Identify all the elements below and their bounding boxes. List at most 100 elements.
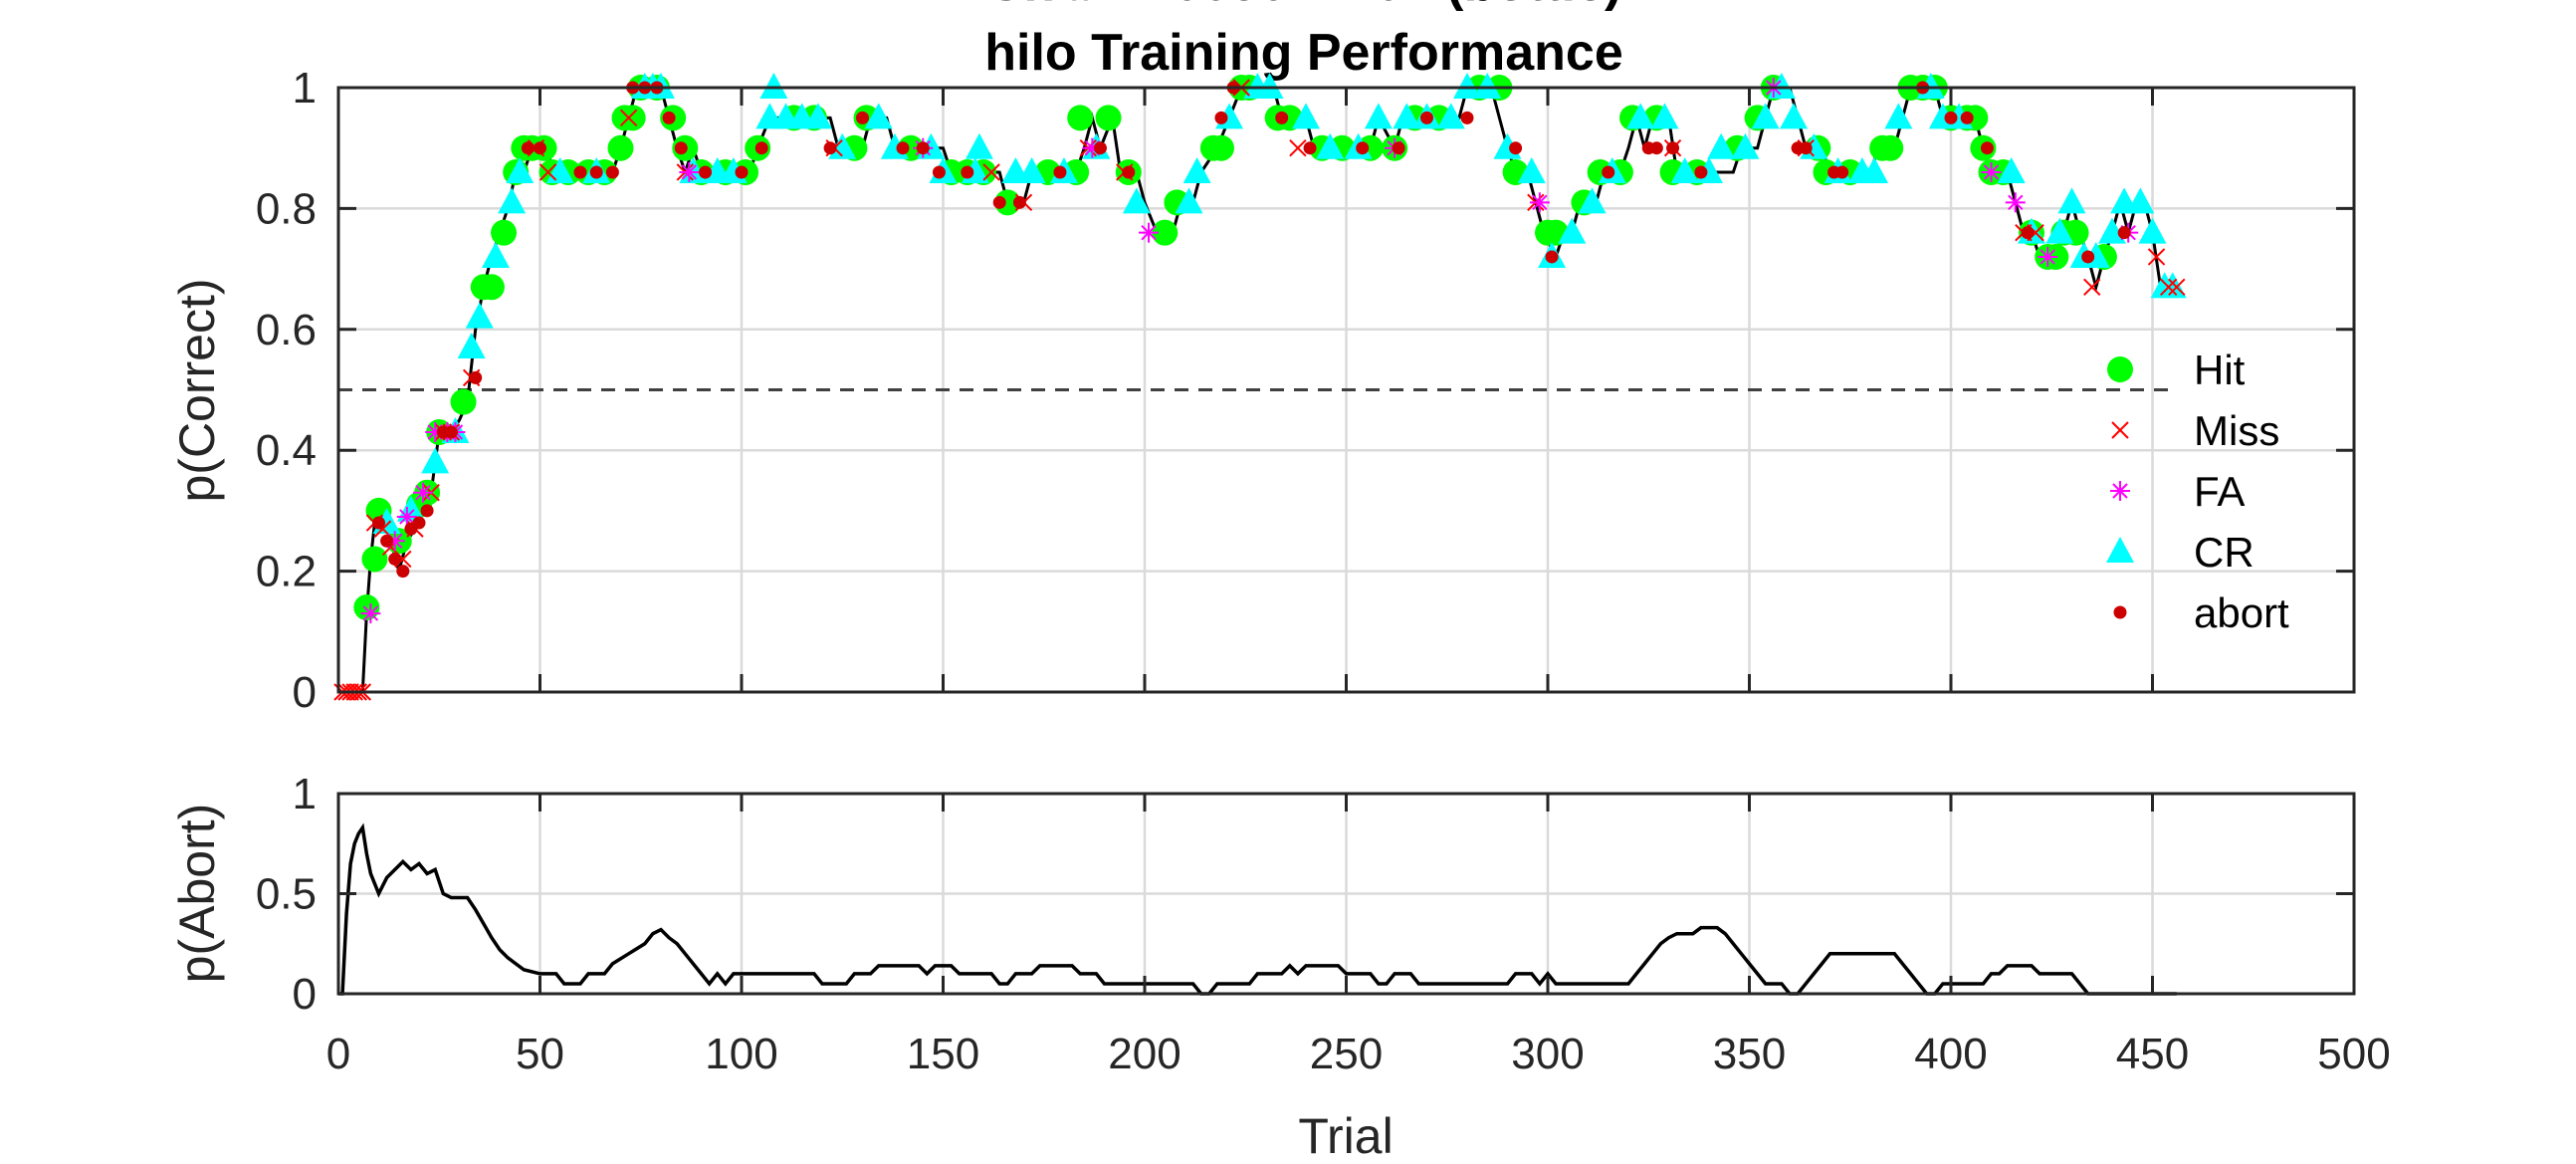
abort-point	[372, 516, 385, 530]
fa-point	[360, 603, 381, 624]
abort-point	[856, 111, 869, 124]
cr-point	[1670, 156, 1699, 183]
abort-point	[932, 165, 946, 179]
cr-point	[2045, 217, 2074, 244]
y-tick-label: 1	[293, 64, 317, 113]
cr-point	[1860, 156, 1889, 183]
fa-point	[1139, 222, 1160, 243]
cr-point	[1473, 73, 1502, 99]
cr-point	[1578, 187, 1607, 214]
miss-point	[2159, 278, 2178, 297]
x-tick-label: 50	[516, 1030, 564, 1078]
top-tick-labels: 0 0.2 0.4 0.6 0.8 1	[256, 64, 317, 717]
miss-point	[2168, 278, 2186, 297]
x-tick-label: 300	[1511, 1030, 1584, 1078]
cr-point	[1767, 73, 1796, 99]
fa-point	[413, 482, 434, 503]
x-tick-label: 350	[1713, 1030, 1786, 1078]
miss-point	[619, 109, 638, 127]
legend-marker-miss	[2111, 421, 2129, 439]
abort-point	[823, 141, 837, 155]
cr-point	[965, 132, 993, 159]
legend-label-cr: CR	[2194, 529, 2254, 576]
bottom-panel: 0 50 100 150 200 250 300 350 400 450 500 0 0.5 1 p(Ab…	[169, 770, 2391, 1164]
legend-marker-hit	[2107, 356, 2133, 382]
x-tick-label: 100	[705, 1030, 777, 1078]
legend-marker-cr	[2106, 537, 2134, 563]
cr-point	[1017, 156, 1046, 183]
miss-point	[1289, 138, 1307, 157]
abort-point	[1666, 141, 1680, 155]
abort-point	[1694, 165, 1708, 179]
abort-point	[1460, 111, 1474, 124]
abort-point	[534, 141, 546, 155]
abort-point	[420, 504, 434, 518]
abort-point	[674, 141, 688, 155]
abort-point	[1944, 111, 1958, 124]
cr-point	[421, 447, 450, 474]
cr-point	[1751, 103, 1780, 129]
cr-point	[2138, 217, 2167, 244]
y-tick-label: 1	[293, 770, 317, 818]
hit-point	[994, 189, 1021, 216]
chart-title: hilo Training Performance	[984, 24, 1622, 82]
miss-point	[538, 163, 557, 181]
hit-point	[478, 274, 505, 301]
cr-point	[1558, 217, 1587, 244]
cr-point	[1182, 156, 1211, 183]
abort-point	[1835, 165, 1849, 179]
cr-point	[1707, 132, 1736, 159]
abort-point	[1275, 111, 1289, 124]
abort-point	[2081, 250, 2095, 264]
miss-point	[982, 163, 1000, 181]
legend: Hit Miss FA CR abort	[2106, 347, 2289, 636]
abort-point	[444, 425, 458, 439]
abort-point	[1122, 165, 1136, 179]
abort-point	[1980, 141, 1994, 155]
cr-point	[1453, 73, 1481, 99]
cr-point	[1626, 103, 1655, 129]
cr-point	[1255, 73, 1284, 99]
cr-point	[457, 333, 486, 359]
y-tick-label: 0.4	[256, 426, 317, 475]
x-tick-label: 250	[1310, 1030, 1383, 1078]
cr-point	[2126, 187, 2155, 214]
axes-box	[336, 86, 2356, 694]
legend-marker-fa	[2110, 481, 2130, 501]
abort-point	[754, 141, 768, 155]
x-tick-label: 500	[2317, 1030, 2390, 1078]
fa-point	[679, 161, 700, 182]
fa-point	[2038, 246, 2058, 267]
abort-point	[2021, 226, 2035, 240]
abort-point	[699, 165, 713, 179]
abort-point	[662, 111, 676, 124]
legend-marker-abort	[2113, 605, 2127, 619]
abort-point	[1214, 111, 1228, 124]
cr-point	[1175, 187, 1203, 214]
abort-point	[992, 195, 1006, 209]
cr-point	[1122, 187, 1151, 214]
abort-point	[1420, 111, 1433, 124]
y-tick-label: 0.6	[256, 306, 317, 354]
legend-label-abort: abort	[2194, 589, 2289, 636]
bottom-y-axis-label: p(Abort)	[169, 804, 225, 984]
abort-point	[1053, 165, 1067, 179]
abort-point	[1960, 111, 1974, 124]
y-tick-label: 0	[293, 668, 317, 717]
top-panel: Ch.# - 2009041204 (bottle) hilo Training…	[169, 0, 2356, 717]
cr-point	[2158, 272, 2187, 299]
cr-point	[1517, 156, 1546, 183]
cr-point	[506, 156, 535, 183]
abort-point	[1093, 141, 1107, 155]
cr-point	[803, 103, 832, 129]
cr-point	[679, 156, 708, 183]
fa-point	[396, 506, 417, 527]
abort-point	[735, 165, 749, 179]
cr-point	[1364, 103, 1393, 129]
bottom-axes	[336, 792, 2356, 996]
legend-label-fa: FA	[2194, 468, 2245, 515]
abort-point	[412, 516, 426, 530]
y-tick-label: 0.2	[256, 548, 317, 596]
chart-title-partial: Ch.# - 2009041204 (bottle)	[986, 0, 1622, 12]
